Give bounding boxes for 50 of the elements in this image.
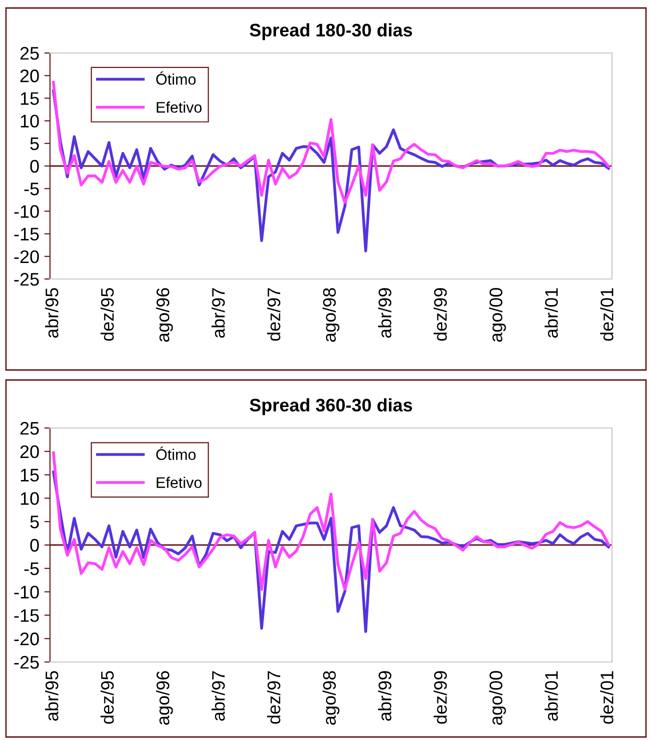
y-tick-label: -10	[14, 205, 39, 218]
chart-title: Spread 180-30 dias	[250, 23, 412, 40]
y-tick-label: 20	[20, 70, 39, 82]
x-tick-label: abr/01	[544, 288, 558, 338]
y-tick-label: -15	[14, 609, 39, 622]
y-tick-label: -20	[14, 632, 39, 646]
y-tick-label: 20	[20, 445, 39, 458]
y-tick-label: 5	[30, 516, 39, 528]
x-tick-label: abr/97	[212, 671, 225, 721]
legend-label: Ótimo	[156, 446, 196, 460]
y-tick-label: 15	[20, 468, 39, 482]
x-tick-label: dez/99	[434, 671, 447, 724]
y-tick-label: 0	[30, 538, 39, 552]
y-tick-label: -25	[14, 656, 39, 669]
y-tick-label: 25	[20, 46, 39, 60]
legend-label: Efetivo	[156, 476, 202, 488]
x-tick-label: dez/95	[100, 671, 114, 724]
x-tick-label: ago/98	[322, 288, 340, 342]
x-tick-label: ago/98	[322, 671, 340, 725]
y-tick-label: 25	[20, 422, 39, 435]
y-tick-label: 0	[30, 160, 39, 173]
y-tick-label: 15	[20, 92, 39, 105]
x-tick-label: dez/01	[600, 288, 614, 341]
y-tick-label: -5	[24, 562, 39, 576]
x-tick-label: dez/99	[434, 288, 447, 341]
x-tick-label: dez/95	[100, 288, 114, 341]
y-tick-label: 5	[30, 138, 39, 150]
x-tick-label: abr/01	[544, 671, 558, 721]
x-tick-label: ago/00	[489, 288, 506, 342]
y-tick-label: -15	[14, 228, 39, 241]
chart-title: Spread 360-30 dias	[250, 398, 412, 416]
x-tick-label: abr/95	[45, 288, 58, 338]
y-tick-label: 10	[20, 114, 39, 128]
legend-label: Ótimo	[156, 71, 196, 85]
x-tick-label: dez/97	[267, 671, 280, 724]
x-tick-label: abr/99	[378, 288, 392, 338]
x-tick-label: ago/96	[156, 671, 173, 725]
y-tick-label: -5	[24, 182, 39, 196]
y-tick-label: -10	[14, 586, 39, 599]
x-tick-label: ago/00	[489, 671, 506, 725]
x-tick-label: abr/99	[378, 671, 392, 721]
y-tick-label: -25	[14, 272, 39, 286]
x-tick-label: abr/97	[212, 288, 225, 338]
x-tick-label: ago/96	[156, 288, 173, 342]
y-tick-label: 10	[20, 492, 39, 505]
x-tick-label: dez/97	[267, 288, 280, 341]
x-tick-label: dez/01	[600, 671, 614, 724]
legend-label: Efetivo	[156, 102, 202, 113]
y-tick-label: -20	[14, 250, 39, 264]
x-tick-label: abr/95	[45, 671, 58, 721]
